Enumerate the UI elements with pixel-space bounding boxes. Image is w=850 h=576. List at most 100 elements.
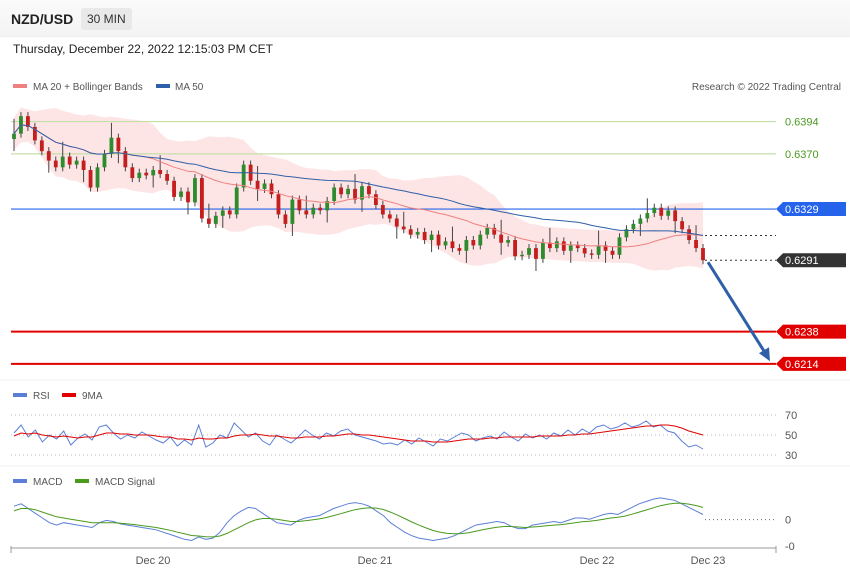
- candle-body: [172, 180, 176, 197]
- rsi-tick-label: 70: [785, 410, 797, 422]
- candle-body: [429, 234, 434, 241]
- ma50-legend-swatch: [156, 84, 170, 88]
- candle-body: [26, 116, 30, 127]
- candle-body: [241, 164, 246, 188]
- candle-body: [513, 240, 518, 257]
- candle-body: [527, 248, 531, 255]
- candle-body: [415, 231, 420, 235]
- level-tag-0.6329: [776, 202, 846, 217]
- candle-body: [541, 242, 545, 259]
- candle-body: [88, 170, 93, 188]
- candle-body: [227, 210, 232, 215]
- candle-body: [46, 151, 51, 161]
- candle-body: [165, 174, 170, 181]
- candle-body: [213, 215, 218, 224]
- rsi-tick-label: 50: [785, 430, 797, 442]
- rsi-legend-swatch: [13, 393, 27, 397]
- candle-body: [199, 178, 204, 219]
- forecast-arrow-shaft: [706, 261, 768, 355]
- candle-body: [471, 240, 476, 246]
- rsi-tick-label: 30: [785, 450, 797, 462]
- candle-body: [339, 187, 344, 195]
- candle-body: [206, 218, 211, 224]
- candle-body: [123, 151, 128, 168]
- candle-body: [304, 210, 309, 215]
- candle-body: [373, 194, 378, 206]
- candle-body: [60, 156, 65, 168]
- macd-panel-lines: 0 -0: [13, 497, 795, 553]
- candle-body: [492, 227, 497, 235]
- candle-body: [102, 153, 107, 168]
- candle-body: [179, 191, 183, 197]
- candle-body: [666, 210, 671, 216]
- level-label-0.6370: 0.6370: [785, 149, 819, 161]
- candle-body: [457, 248, 462, 251]
- candle-body: [673, 210, 678, 222]
- candle-body: [283, 214, 288, 224]
- candle-body: [130, 167, 135, 179]
- x-axis-ticks: Dec 20 Dec 21 Dec 22 Dec 23: [10, 546, 777, 567]
- level-tag-0.6214: [776, 356, 846, 371]
- legend-rsi-ma: 9MA: [82, 391, 103, 402]
- forecast-arrow: [706, 261, 770, 362]
- candle-body: [234, 187, 239, 215]
- rsi-panel: [0, 380, 850, 466]
- candle-body: [408, 229, 413, 235]
- candle-body: [39, 140, 44, 152]
- bollinger-bands: [14, 107, 703, 271]
- candle-body: [367, 186, 371, 195]
- candle-body: [137, 172, 142, 179]
- ma50-line: [13, 124, 704, 236]
- candle-body: [631, 223, 636, 230]
- candle-body: [506, 240, 511, 243]
- legend-rsi: RSI: [33, 391, 50, 402]
- price-levels: 0.6394 0.6370 0.6329 0.6291 0.6238 0.6214: [11, 117, 846, 371]
- candle-body: [109, 137, 114, 154]
- level-label-0.6238: 0.6238: [785, 327, 819, 339]
- candle-body: [186, 191, 190, 203]
- macd-signal-line: [13, 502, 704, 538]
- level-label-0.6329: 0.6329: [785, 204, 819, 216]
- level-tag-0.6291: [776, 253, 846, 268]
- candle-body: [12, 133, 16, 140]
- candle-body: [297, 199, 302, 211]
- rsi-line: [13, 420, 704, 450]
- x-tick-label: Dec 23: [691, 555, 726, 567]
- candle-body: [589, 253, 594, 255]
- candle-body: [520, 254, 524, 257]
- candle-body: [380, 205, 385, 215]
- candle-body: [603, 245, 608, 251]
- timeframe-badge[interactable]: 30 MIN: [81, 8, 132, 30]
- candle-body: [401, 226, 406, 230]
- candle-body: [81, 160, 86, 171]
- x-tick-label: Dec 20: [136, 555, 171, 567]
- candle-body: [53, 160, 58, 168]
- candle-body: [596, 245, 601, 255]
- candle-body: [346, 188, 350, 195]
- macd-tick-zero: 0: [785, 515, 791, 527]
- candle-body: [116, 137, 121, 152]
- macd-signal-legend-swatch: [75, 479, 89, 483]
- rsi-ma-line: [13, 424, 704, 443]
- candle-body: [290, 199, 295, 224]
- candle-body: [485, 227, 490, 235]
- candle-body: [325, 200, 330, 211]
- candle-body: [193, 178, 197, 203]
- forecast-arrow-head: [759, 347, 770, 362]
- candle-body: [638, 218, 643, 224]
- bollinger-band-area: [14, 107, 703, 271]
- candle-body: [617, 237, 622, 255]
- copyright-text: Research © 2022 Trading Central: [692, 82, 841, 93]
- candle-body: [144, 172, 149, 176]
- candle-body: [568, 245, 573, 251]
- chart-header-bar: NZD/USD 30 MIN: [0, 0, 850, 37]
- macd-tick-negative: -0: [785, 541, 795, 553]
- candle-body: [443, 241, 448, 246]
- candle-body: [680, 221, 685, 230]
- ma20-legend-swatch: [13, 84, 27, 88]
- candle-body: [311, 207, 316, 215]
- candle-body: [582, 248, 587, 254]
- candle-body: [220, 210, 225, 216]
- macd-line: [13, 497, 704, 542]
